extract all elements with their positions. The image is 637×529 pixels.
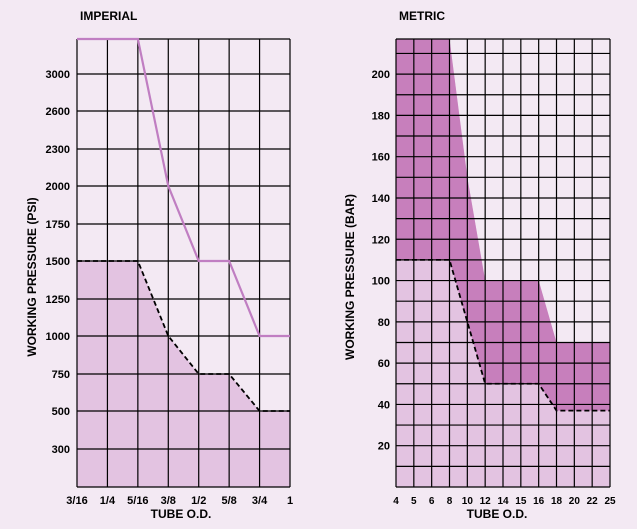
imperial-lower-dashed-line <box>77 260 290 412</box>
metric-lower-dashed-line <box>396 259 610 412</box>
metric-series-layer <box>396 259 610 412</box>
imperial-x-tick-label: 1/2 <box>191 495 206 507</box>
metric-x-tick-label: 4 <box>393 496 399 507</box>
imperial-x-tick-label: 5/16 <box>127 495 148 507</box>
imperial-y-tick-label: 2000 <box>46 181 70 193</box>
imperial-chart: IMPERIAL 3000260023002000175015001250100… <box>25 9 293 521</box>
imperial-x-tick-label: 5/8 <box>221 495 236 507</box>
imperial-series-layer <box>77 37 290 412</box>
metric-x-tick-label: 10 <box>462 496 474 507</box>
imperial-y-tick-label: 1500 <box>46 256 70 268</box>
imperial-y-tick-label: 300 <box>52 444 70 456</box>
imperial-y-tick-label: 750 <box>52 369 70 381</box>
metric-x-ticks: 4 5 6 8 10 12 14 15 16 18 20 22 25 <box>393 496 616 507</box>
metric-x-tick-label: 25 <box>604 496 616 507</box>
metric-x-tick-label: 5 <box>411 496 417 507</box>
imperial-x-tick-label: 3/8 <box>161 495 176 507</box>
metric-y-axis-label: WORKING PRESSURE (BAR) <box>343 194 357 360</box>
imperial-x-tick-label: 1 <box>287 495 293 507</box>
imperial-y-tick-label: 1000 <box>46 331 70 343</box>
metric-chart: METRIC 200 180 160 140 120 100 80 60 40 20 4 5 6 8 10… <box>343 9 616 521</box>
metric-y-tick-label: 80 <box>378 317 390 329</box>
metric-y-tick-label: 160 <box>372 152 390 164</box>
metric-x-tick-label: 6 <box>429 496 435 507</box>
metric-y-tick-label: 120 <box>372 234 390 246</box>
imperial-x-tick-label: 3/4 <box>252 495 268 507</box>
metric-x-tick-label: 20 <box>569 496 581 507</box>
imperial-y-tick-label: 1750 <box>46 219 70 231</box>
metric-y-tick-label: 40 <box>378 399 390 411</box>
metric-y-tick-label: 140 <box>372 193 390 205</box>
imperial-y-ticks: 3000 2600 2300 2000 1750 1500 1250 1000 750 500 30… <box>46 69 70 456</box>
metric-y-tick-label: 60 <box>378 358 390 370</box>
metric-x-tick-label: 15 <box>515 496 527 507</box>
metric-y-tick-label: 200 <box>372 69 390 81</box>
metric-x-tick-label: 22 <box>587 496 599 507</box>
imperial-y-tick-label: 2600 <box>46 106 70 118</box>
metric-x-tick-label: 14 <box>497 496 509 507</box>
imperial-x-axis-label: TUBE O.D. <box>151 507 212 521</box>
imperial-x-tick-label: 1/4 <box>100 495 116 507</box>
metric-x-tick-label: 8 <box>447 496 453 507</box>
imperial-y-tick-label: 1250 <box>46 294 70 306</box>
metric-y-tick-label: 100 <box>372 276 390 288</box>
imperial-grid <box>76 38 291 488</box>
metric-y-tick-label: 180 <box>372 110 390 122</box>
imperial-y-tick-label: 500 <box>52 406 70 418</box>
metric-x-tick-label: 18 <box>551 496 563 507</box>
metric-x-tick-label: 16 <box>533 496 545 507</box>
imperial-y-axis-label: WORKING PRESSURE (PSI) <box>25 197 39 356</box>
imperial-y-tick-label: 2300 <box>46 144 70 156</box>
metric-y-ticks: 200 180 160 140 120 100 80 60 40 20 <box>372 69 390 453</box>
imperial-title: IMPERIAL <box>80 9 137 23</box>
metric-y-tick-label: 20 <box>378 441 390 453</box>
imperial-upper-line <box>77 37 290 338</box>
imperial-x-tick-label: 3/16 <box>66 495 87 507</box>
metric-x-axis-label: TUBE O.D. <box>467 507 528 521</box>
imperial-x-ticks: 3/16 1/4 5/16 3/8 1/2 5/8 3/4 1 <box>66 495 293 507</box>
imperial-y-tick-label: 3000 <box>46 69 70 81</box>
metric-x-tick-label: 12 <box>480 496 492 507</box>
metric-title: METRIC <box>399 9 445 23</box>
